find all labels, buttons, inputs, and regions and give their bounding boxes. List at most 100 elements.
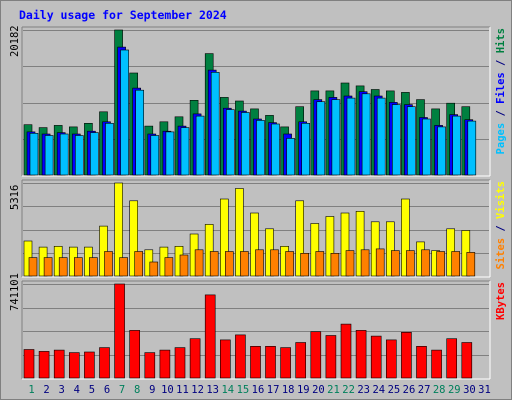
bar-sites-day-7 — [119, 257, 128, 277]
bar-kbytes-day-15 — [235, 334, 246, 379]
bar-pages-day-17 — [271, 123, 280, 176]
legend-part-0: Sites — [495, 238, 507, 270]
bar-kbytes-day-13 — [204, 294, 216, 379]
bar-kbytes-day-17 — [265, 345, 276, 379]
bar-sites-day-3 — [58, 257, 68, 277]
bar-pages-day-10 — [165, 131, 175, 176]
bar-pages-day-27 — [422, 118, 431, 176]
bar-kbytes-day-23 — [355, 330, 367, 379]
bar-pages-day-23 — [361, 93, 371, 176]
bar-visits-day-23 — [355, 211, 365, 277]
bar-kbytes-day-21 — [325, 335, 337, 379]
x-tick-label-10: 10 — [161, 384, 174, 396]
bar-sites-day-11 — [179, 254, 189, 277]
bar-kbytes-day-5 — [84, 351, 95, 379]
bar-visits-day-7 — [114, 182, 123, 277]
x-tick-label-3: 3 — [59, 384, 65, 396]
bar-pages-day-13 — [210, 72, 220, 176]
bar-visits-day-13 — [204, 224, 214, 277]
legend-part-3: / — [495, 53, 507, 72]
bar-kbytes-day-25 — [385, 339, 397, 379]
bar-pages-day-25 — [391, 104, 401, 176]
x-tick-label-21: 21 — [327, 384, 340, 396]
bar-kbytes-day-28 — [431, 349, 442, 379]
bar-kbytes-day-30 — [461, 342, 473, 379]
bar-kbytes-day-11 — [174, 347, 186, 379]
bar-kbytes-day-20 — [310, 331, 322, 379]
bar-kbytes-day-9 — [144, 352, 156, 379]
x-tick-label-17: 17 — [267, 384, 280, 396]
bar-pages-day-21 — [331, 99, 341, 176]
legend-part-4: Hits — [495, 28, 507, 53]
x-tick-label-12: 12 — [191, 384, 204, 396]
bar-visits-day-19 — [295, 200, 305, 277]
bar-visits-day-15 — [235, 188, 244, 277]
x-tick-label-11: 11 — [176, 384, 189, 396]
bar-kbytes-day-24 — [370, 335, 382, 379]
bar-pages-day-16 — [256, 120, 265, 176]
bar-sites-day-10 — [164, 257, 174, 277]
x-tick-label-19: 19 — [297, 384, 310, 396]
bar-kbytes-day-12 — [189, 338, 201, 379]
x-tick-label-6: 6 — [104, 384, 110, 396]
bar-sites-day-18 — [285, 251, 294, 277]
x-tick-label-2: 2 — [43, 384, 49, 396]
bar-visits-day-14 — [220, 198, 229, 277]
bar-sites-day-12 — [194, 249, 204, 277]
legend-part-0: Pages — [495, 123, 507, 155]
bar-pages-day-3 — [59, 133, 69, 176]
bar-kbytes-day-6 — [99, 347, 110, 379]
bar-pages-day-19 — [301, 123, 311, 176]
panel-legend-label: Sites / Visits — [495, 181, 507, 270]
bar-sites-day-14 — [225, 251, 234, 277]
bar-kbytes-day-4 — [69, 352, 80, 379]
x-tick-label-4: 4 — [74, 384, 80, 396]
x-tick-label-27: 27 — [418, 384, 431, 396]
x-tick-label-9: 9 — [149, 384, 155, 396]
bar-pages-day-28 — [437, 126, 446, 176]
legend-part-1: / — [495, 219, 507, 238]
bar-kbytes-day-27 — [416, 345, 427, 379]
x-tick-label-23: 23 — [357, 384, 370, 396]
bar-sites-day-27 — [421, 249, 430, 277]
bar-sites-day-5 — [89, 257, 98, 277]
x-tick-label-26: 26 — [403, 384, 416, 396]
x-tick-label-18: 18 — [282, 384, 295, 396]
bar-pages-day-18 — [286, 138, 295, 176]
bar-pages-day-22 — [346, 97, 356, 176]
panel-max-label: 741101 — [9, 273, 21, 311]
bar-sites-day-16 — [255, 249, 264, 277]
x-tick-label-8: 8 — [134, 384, 140, 396]
legend-part-1: / — [495, 104, 507, 123]
bar-pages-day-1 — [29, 133, 39, 176]
chart-panels: 20182 Pages / Files / Hits 5316 Sites / Vis… — [9, 25, 507, 380]
bar-sites-day-15 — [240, 251, 249, 277]
x-tick-label-1: 1 — [28, 384, 34, 396]
panel-max-label: 20182 — [9, 25, 21, 57]
bar-sites-day-25 — [390, 250, 400, 277]
x-tick-label-14: 14 — [221, 384, 234, 396]
bar-kbytes-day-22 — [340, 323, 352, 379]
bar-pages-day-8 — [135, 89, 144, 176]
bar-sites-day-28 — [436, 251, 445, 277]
panel-kbytes: 741101 KBytes — [9, 273, 507, 380]
bar-kbytes-day-16 — [250, 345, 261, 379]
panel-visits_sites: 5316 Sites / Visits — [9, 179, 507, 278]
bar-sites-day-6 — [104, 251, 113, 277]
bar-pages-day-6 — [105, 123, 114, 176]
bar-sites-day-2 — [43, 257, 53, 277]
x-tick-label-16: 16 — [252, 384, 265, 396]
bar-sites-day-26 — [406, 250, 415, 277]
bar-kbytes-day-18 — [280, 347, 291, 379]
bar-pages-day-2 — [44, 135, 54, 176]
bar-sites-day-21 — [330, 253, 340, 277]
bar-visits-day-26 — [401, 198, 410, 277]
bar-kbytes-day-29 — [446, 338, 458, 379]
legend-part-2: Files — [495, 72, 507, 104]
bar-sites-day-30 — [466, 252, 476, 277]
bar-pages-day-15 — [241, 112, 250, 176]
panel-max-label: 5316 — [9, 185, 21, 210]
bar-kbytes-day-26 — [401, 331, 412, 379]
bar-sites-day-29 — [451, 251, 461, 277]
